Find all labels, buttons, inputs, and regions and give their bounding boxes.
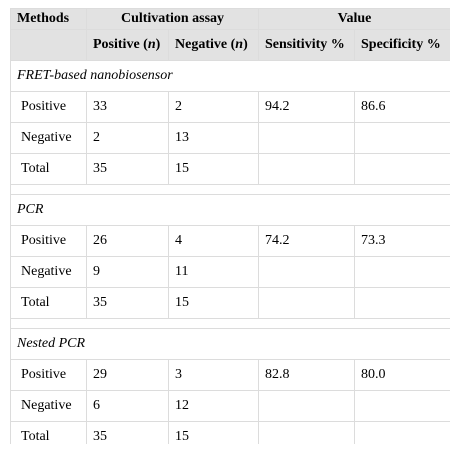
table-row: Negative 2 13	[10, 122, 450, 154]
cell-positive: 6	[86, 390, 169, 422]
section-spacer	[10, 318, 450, 329]
cell-positive: 2	[86, 122, 169, 154]
header-methods: Methods	[10, 8, 87, 30]
cell-method: Positive	[10, 225, 87, 257]
cell-sensitivity	[258, 153, 356, 185]
cell-specificity	[354, 256, 450, 288]
cell-negative: 12	[167, 390, 260, 422]
cell-specificity	[354, 122, 450, 154]
cell-sensitivity: 82.8	[258, 359, 356, 391]
cell-method: Total	[10, 287, 87, 319]
cell-specificity	[354, 287, 450, 319]
cell-negative: 11	[167, 256, 260, 288]
header-positive-n: Positive (n)	[86, 29, 169, 61]
cell-method: Total	[10, 421, 87, 444]
cell-method: Negative	[10, 122, 87, 154]
cell-positive: 35	[86, 421, 169, 444]
cell-specificity	[354, 153, 450, 185]
table-row: Negative 6 12	[10, 390, 450, 422]
cell-sensitivity	[258, 256, 356, 288]
cell-sensitivity	[258, 122, 356, 154]
section-title: PCR	[10, 194, 450, 226]
cell-sensitivity	[258, 390, 356, 422]
header-specificity: Specificity %	[354, 29, 450, 61]
cell-positive: 29	[86, 359, 169, 391]
cell-sensitivity	[258, 287, 356, 319]
cell-negative: 15	[167, 421, 260, 444]
cell-positive: 33	[86, 91, 169, 123]
cell-negative: 15	[167, 153, 260, 185]
header-cultivation-assay: Cultivation assay	[85, 8, 260, 30]
results-table: Methods Cultivation assay Value Positive…	[10, 8, 450, 444]
cell-method: Positive	[10, 91, 87, 123]
table-frame: Methods Cultivation assay Value Positive…	[10, 8, 450, 444]
cell-method: Negative	[10, 390, 87, 422]
cell-method: Total	[10, 153, 87, 185]
header-value: Value	[258, 8, 450, 30]
header-negative-n: Negative (n)	[167, 29, 260, 61]
cell-positive: 35	[86, 287, 169, 319]
table-row: Positive 26 4 74.2 73.3	[10, 225, 450, 257]
cell-specificity	[354, 421, 450, 444]
cell-negative: 3	[167, 359, 260, 391]
table-body: FRET-based nanobiosensor Positive 33 2 94.2 8…	[10, 60, 450, 444]
cell-method: Positive	[10, 359, 87, 391]
cell-negative: 13	[167, 122, 260, 154]
cell-positive: 26	[86, 225, 169, 257]
section-title: Nested PCR	[10, 328, 450, 360]
table-row: Positive 33 2 94.2 86.6	[10, 91, 450, 123]
table-row: Total 35 15	[10, 421, 450, 444]
section-title: FRET-based nanobiosensor	[10, 60, 450, 92]
table-row: Total 35 15	[10, 287, 450, 319]
cell-negative: 2	[167, 91, 260, 123]
cell-negative: 15	[167, 287, 260, 319]
table-row: Total 35 15	[10, 153, 450, 185]
cell-specificity: 80.0	[354, 359, 450, 391]
cell-sensitivity: 94.2	[258, 91, 356, 123]
cell-specificity: 73.3	[354, 225, 450, 257]
cell-method: Negative	[10, 256, 87, 288]
cell-specificity: 86.6	[354, 91, 450, 123]
cell-specificity	[354, 390, 450, 422]
section-spacer	[10, 184, 450, 195]
cell-negative: 4	[167, 225, 260, 257]
cell-positive: 9	[86, 256, 169, 288]
header-sensitivity: Sensitivity %	[258, 29, 356, 61]
table-row: Positive 29 3 82.8 80.0	[10, 359, 450, 391]
table-row: Negative 9 11	[10, 256, 450, 288]
cell-positive: 35	[86, 153, 169, 185]
header-blank	[10, 29, 87, 61]
cell-sensitivity: 74.2	[258, 225, 356, 257]
cell-sensitivity	[258, 421, 356, 444]
